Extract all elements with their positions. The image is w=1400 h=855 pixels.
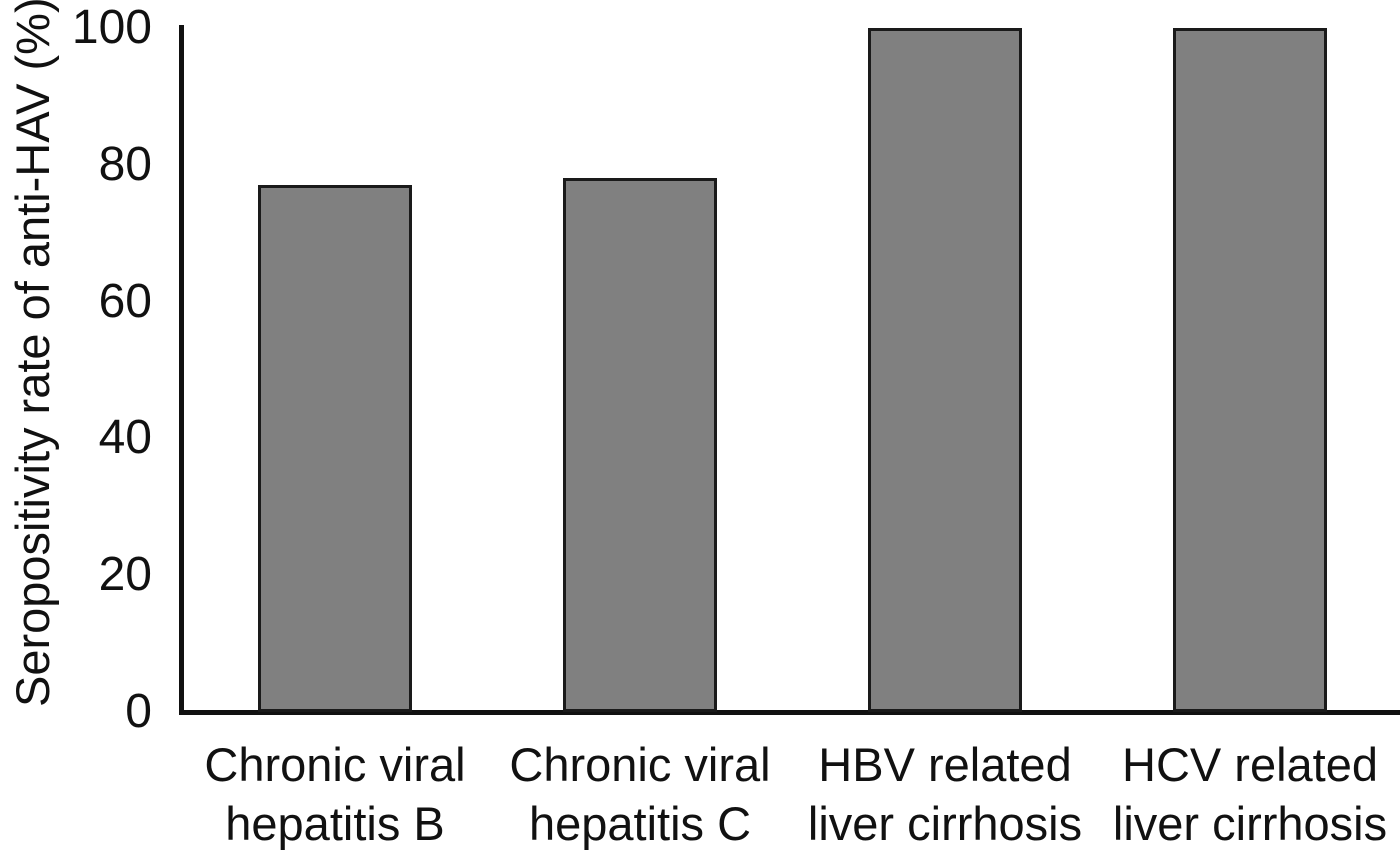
x-category-label: HCV related liver cirrhosis [1098, 735, 1400, 853]
x-category-label-line: liver cirrhosis [1112, 797, 1388, 850]
x-category-label-line: hepatitis C [528, 797, 752, 850]
bar [258, 185, 412, 712]
bar [868, 28, 1022, 712]
y-tick-label: 40 [98, 411, 152, 465]
y-tick-label: 60 [98, 274, 152, 328]
y-axis-label: Seropositivity rate of anti-HAV (%) [6, 0, 59, 707]
x-category-label: Chronic viral hepatitis C [488, 735, 792, 853]
y-axis-line [179, 25, 184, 715]
y-tick-label: 0 [125, 685, 152, 738]
x-category-label-line: HBV related [818, 738, 1072, 791]
x-category-label-line: HCV related [1122, 738, 1378, 791]
x-axis-line [179, 710, 1400, 715]
x-category-label-line: hepatitis B [225, 797, 445, 850]
bar [1173, 28, 1327, 712]
y-tick-label: 80 [98, 137, 152, 191]
x-category-label-line: Chronic viral [204, 738, 466, 791]
bar [563, 178, 717, 712]
x-category-label-line: Chronic viral [509, 738, 771, 791]
x-category-label: Chronic viral hepatitis B [183, 735, 487, 853]
x-category-label-line: liver cirrhosis [807, 797, 1083, 850]
y-tick-label: 100 [71, 1, 152, 54]
x-category-label: HBV related liver cirrhosis [793, 735, 1097, 853]
y-tick-label: 20 [98, 548, 152, 602]
